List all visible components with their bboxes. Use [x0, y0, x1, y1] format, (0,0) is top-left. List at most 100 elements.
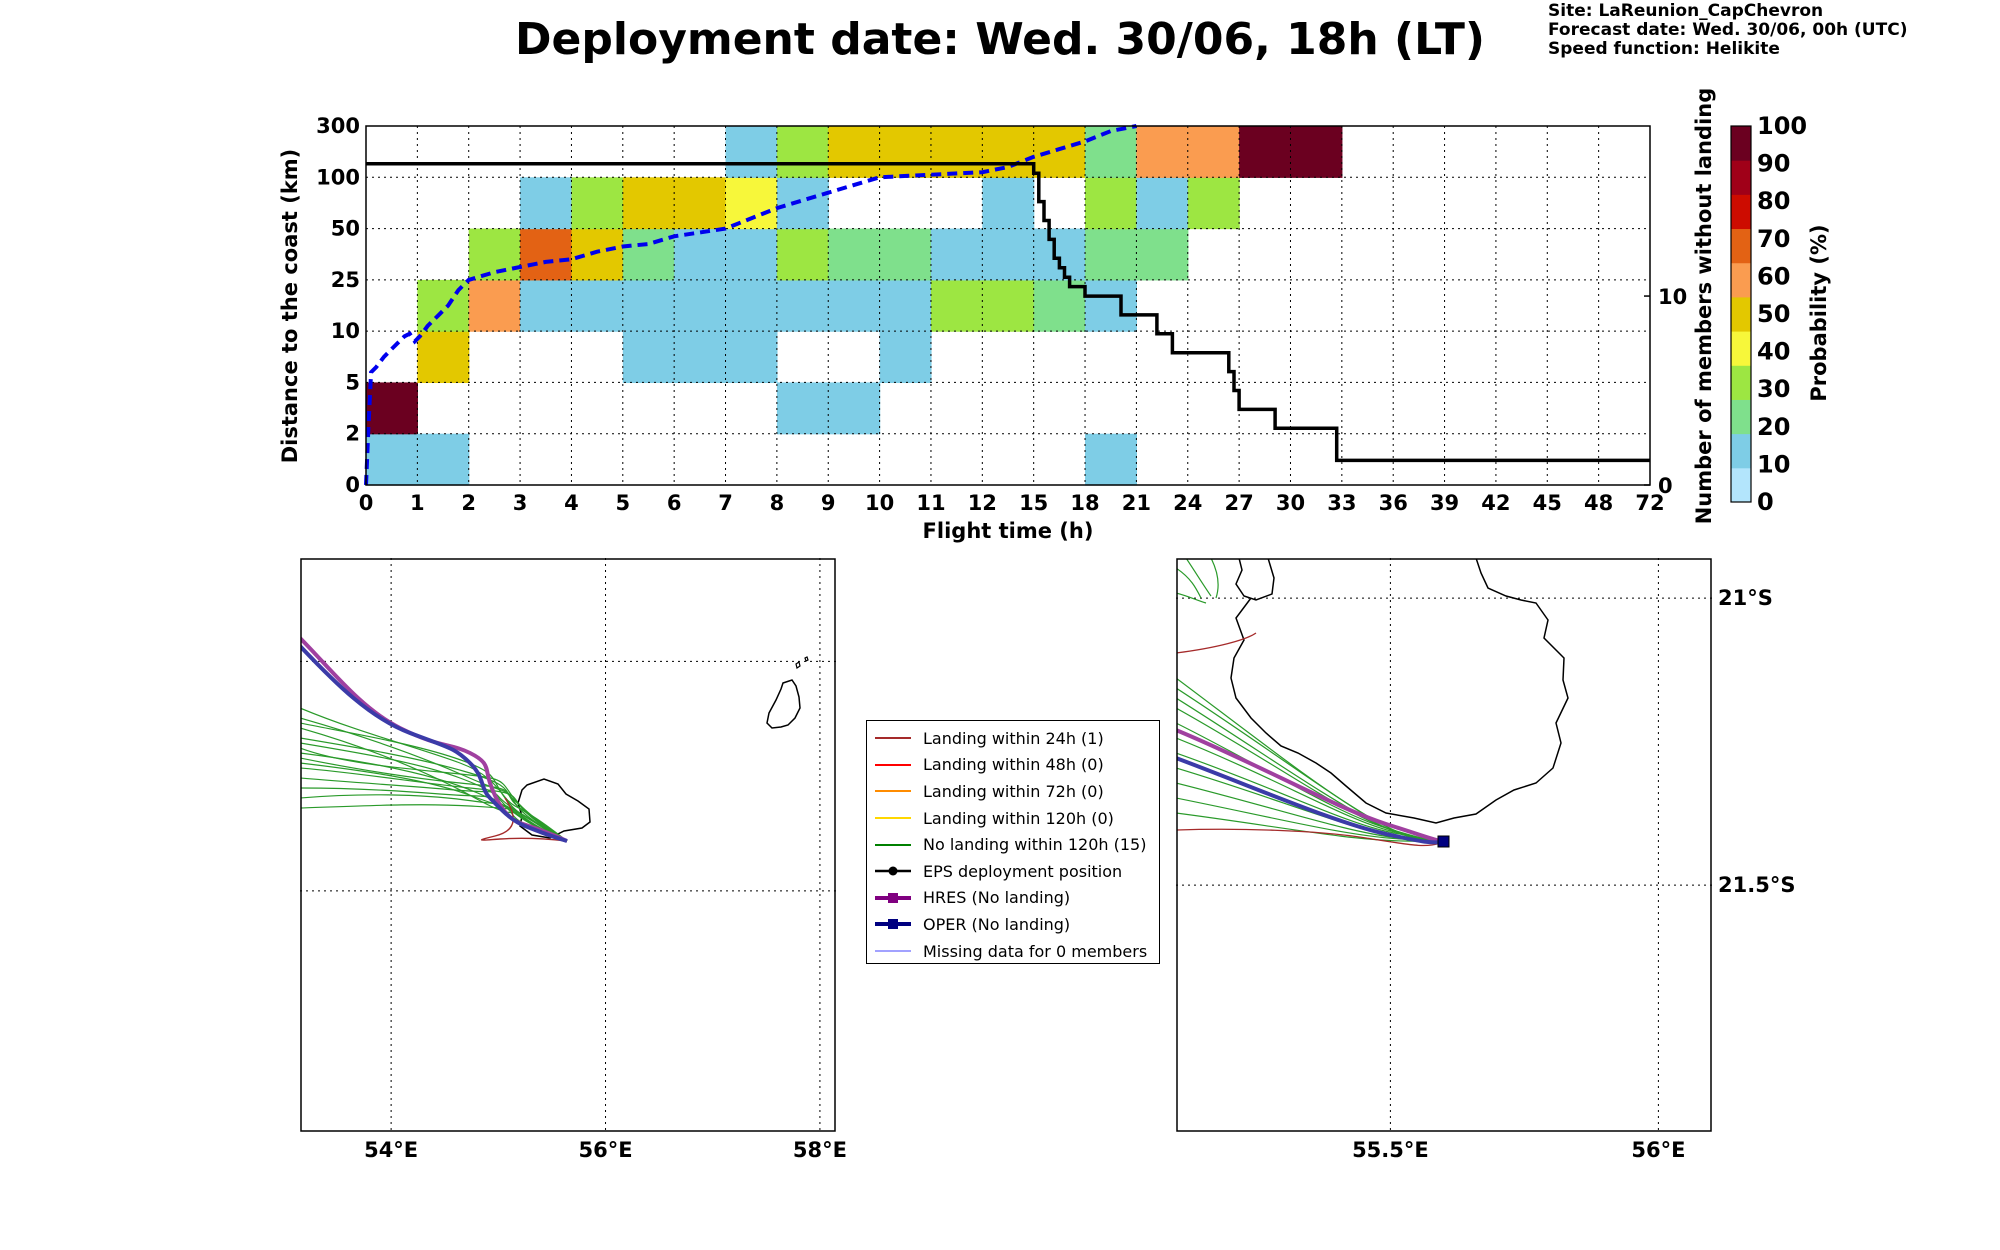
heatmap-cell — [776, 126, 829, 178]
latitude-label: 21.5°S — [1718, 873, 1795, 897]
heatmap-cell — [930, 126, 983, 178]
heatmap-cell — [776, 228, 829, 281]
heatmap-cell — [776, 382, 829, 435]
heatmap-cell — [571, 177, 624, 230]
legend-symbol — [875, 866, 911, 876]
heatmap-cell — [674, 331, 727, 384]
heatmap-cell — [674, 177, 727, 230]
x-tick-label: 15 — [1019, 491, 1048, 515]
speed-function-label: Speed function: Helikite — [1548, 39, 1780, 59]
x-tick-label: 7 — [718, 491, 733, 515]
legend-entry: OPER (No landing) — [873, 911, 1153, 938]
heatmap-cell — [828, 279, 881, 332]
colorbar-segment — [1731, 467, 1751, 503]
heatmap-cell — [1085, 228, 1137, 281]
map1-graticule — [300, 558, 836, 1132]
heatmap-cell — [1085, 279, 1137, 332]
heatmap-cell — [622, 331, 675, 384]
x-tick-label: 6 — [667, 491, 682, 515]
heatmap-cell — [1033, 228, 1086, 281]
legend-symbol — [875, 737, 911, 740]
y2-axis-label: Number of members without landing — [1692, 88, 1716, 525]
legend-label: HRES (No landing) — [923, 888, 1071, 908]
heatmap-cell — [982, 177, 1035, 230]
legend-entry: Landing within 72h (0) — [873, 778, 1153, 805]
legend-entry: EPS deployment position — [873, 858, 1153, 885]
heatmap-cell — [1187, 177, 1240, 230]
heatmap-cell — [520, 279, 573, 332]
oper-trajectory-zoom — [1177, 756, 1445, 845]
longitude-label: 56°E — [578, 1138, 632, 1158]
heatmap-cell — [982, 279, 1035, 332]
x-tick-label: 1 — [410, 491, 425, 515]
heatmap-grid — [366, 126, 1650, 485]
colorbar-tick-label: 20 — [1757, 413, 1790, 441]
x-tick-label: 48 — [1584, 491, 1613, 515]
longitude-label: 58°E — [793, 1138, 847, 1158]
map1-frame — [300, 558, 836, 1132]
colorbar-tick-label: 60 — [1757, 262, 1790, 290]
members-without-landing-line — [366, 162, 1650, 463]
heatmap-cell — [468, 279, 521, 332]
legend-symbol — [875, 919, 911, 930]
map1-content — [301, 636, 809, 843]
heatmap-cell — [725, 331, 778, 384]
heatmap-cell — [417, 331, 470, 384]
legend-symbol — [875, 843, 911, 846]
y2-tick-label: 0 — [1658, 474, 1673, 498]
heatmap-cell — [520, 177, 573, 230]
latitude-label: 21°S — [1718, 586, 1773, 610]
landing-24h-trajectory-zoom — [1177, 632, 1445, 847]
legend-label: Landing within 24h (1) — [923, 728, 1104, 748]
heatmap-cell — [622, 228, 675, 281]
heatmap-cell — [982, 228, 1035, 281]
heatmap-cell — [1136, 126, 1189, 178]
ensemble-trajectories — [301, 707, 568, 842]
legend-entry: HRES (No landing) — [873, 885, 1153, 912]
colorbar-segment — [1731, 365, 1751, 400]
x-tick-label: 72 — [1635, 491, 1664, 515]
y-tick-label: 100 — [316, 165, 360, 189]
legend-symbol — [875, 790, 911, 793]
heatmap-cell — [930, 279, 983, 332]
colorbar-segment — [1731, 433, 1751, 469]
heatmap-cell — [982, 126, 1035, 178]
legend-label: No landing within 120h (15) — [923, 835, 1147, 855]
heatmap-cell — [1085, 126, 1137, 178]
colorbar-segment — [1731, 160, 1751, 195]
y-tick-label: 300 — [316, 114, 360, 138]
legend-label: OPER (No landing) — [923, 914, 1071, 934]
colorbar-tick-label: 30 — [1757, 375, 1790, 403]
x-tick-label: 9 — [821, 491, 836, 515]
y2-tick-label: 10 — [1658, 285, 1687, 309]
map2-frame — [1176, 558, 1712, 1132]
hres-trajectory-zoom — [1177, 728, 1445, 844]
legend-entry: No landing within 120h (15) — [873, 831, 1153, 858]
x-tick-label: 3 — [513, 491, 528, 515]
map2-content — [1177, 559, 1569, 848]
heatmap-cell — [622, 177, 675, 230]
heatmap-cell — [622, 279, 675, 332]
x-tick-label: 42 — [1481, 491, 1510, 515]
heatmap-cell — [674, 228, 727, 281]
colorbar-tick-label: 90 — [1757, 150, 1790, 178]
heatmap-cell — [725, 228, 778, 281]
colorbar-tick-label: 40 — [1757, 338, 1790, 366]
heatmap-cell — [366, 382, 418, 435]
legend-label: Missing data for 0 members — [923, 941, 1148, 961]
legend-symbol — [875, 817, 911, 820]
y-tick-label: 25 — [331, 268, 360, 292]
heatmap-cell — [1033, 126, 1086, 178]
y-tick-label: 2 — [345, 422, 360, 446]
map2-tick-labels: 55.5°E 56°E 21°S 21.5°S — [1352, 586, 1795, 1158]
legend-entry: Landing within 120h (0) — [873, 805, 1153, 832]
colorbar-segment — [1731, 296, 1751, 332]
heatmap-cell — [725, 279, 778, 332]
colorbar-segment — [1731, 262, 1751, 298]
heatmap-cell — [1033, 279, 1086, 332]
colorbar-tick-label: 10 — [1757, 450, 1790, 478]
forecast-date-label: Forecast date: Wed. 30/06, 00h (UTC) — [1548, 20, 1908, 40]
heatmap-cell — [879, 331, 932, 384]
colorbar-segment — [1731, 228, 1751, 264]
colorbar-segment — [1731, 331, 1751, 366]
